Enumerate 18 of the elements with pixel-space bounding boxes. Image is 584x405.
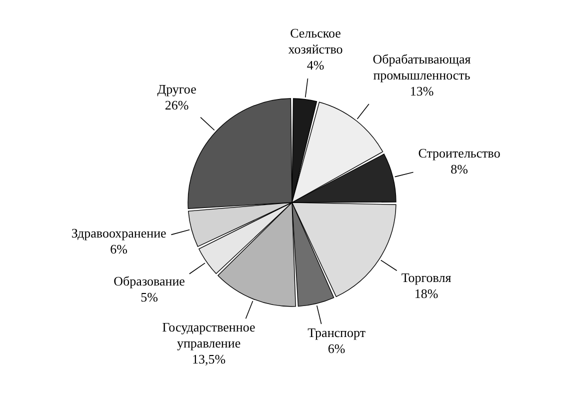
data-label: 18% xyxy=(414,286,438,302)
slice-label: Сельское хозяйство xyxy=(288,26,343,57)
data-label: 26% xyxy=(164,97,189,112)
data-label: 6% xyxy=(110,242,128,257)
data-label: 13% xyxy=(410,84,434,99)
slice-label: Другое xyxy=(157,81,197,96)
data-label: 4% xyxy=(306,58,324,73)
slice-label: Строительство xyxy=(418,146,500,161)
data-label: 6% xyxy=(328,340,346,356)
slice-label: Транспорт xyxy=(308,324,366,340)
slice-label: Государственное управление xyxy=(162,319,256,350)
slice-label: Здравоохранение xyxy=(71,226,167,241)
slice-label: Торговля xyxy=(401,270,452,286)
data-label: 8% xyxy=(450,162,468,177)
slice-label: Обрабатывающая промышленность xyxy=(372,52,471,83)
data-label: 5% xyxy=(140,290,158,305)
slice-label: Образование xyxy=(114,274,186,289)
data-label: 13,5% xyxy=(192,351,226,366)
